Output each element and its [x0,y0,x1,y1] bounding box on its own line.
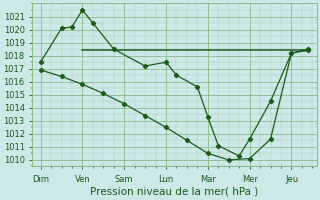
X-axis label: Pression niveau de la mer( hPa ): Pression niveau de la mer( hPa ) [90,187,259,197]
